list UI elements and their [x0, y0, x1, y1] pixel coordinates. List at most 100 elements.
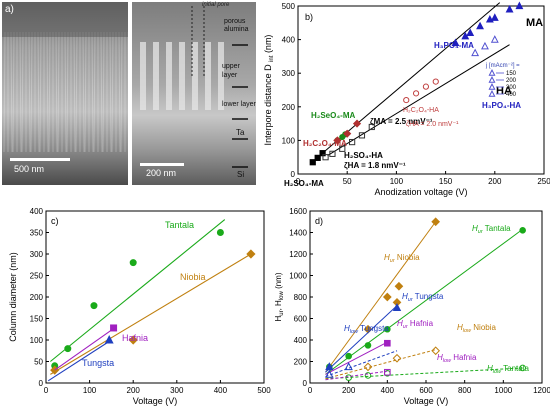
data-point: [352, 119, 362, 128]
data-point: [329, 150, 336, 157]
data-point: [110, 324, 118, 332]
data-point: [519, 364, 526, 372]
annotation-label: Hur Tungsta: [402, 292, 444, 303]
annotation-label: Hafnia: [122, 333, 148, 343]
data-point: [476, 21, 484, 30]
y-tick-label: 400: [282, 36, 296, 45]
data-point: [466, 28, 475, 36]
y-tick-label: 0: [303, 379, 308, 388]
y-axis-label: Hur, Hlow (nm): [274, 272, 285, 321]
data-point: [246, 249, 256, 259]
data-point: [505, 4, 514, 13]
sem-image-right: [132, 2, 256, 185]
data-point: [394, 281, 404, 291]
y-tick-label: 400: [30, 207, 44, 216]
scale-bar-left: [10, 158, 70, 161]
annotation-label: H₂C₂O₄-HA: [403, 107, 439, 114]
data-point: [349, 138, 356, 146]
data-point: [471, 48, 480, 57]
data-point: [325, 362, 334, 371]
label-si: Si: [237, 170, 245, 179]
data-point: [345, 374, 352, 381]
fit-line: [325, 367, 523, 380]
data-point: [384, 368, 391, 376]
panel-label-c: c): [51, 216, 59, 226]
annotation-label: H₂SO₄-HA: [344, 151, 383, 160]
label-upper-layer: upper layer: [222, 63, 240, 79]
annotation-label: ζHA = 2.0 nmV⁻¹: [406, 121, 459, 128]
data-point: [431, 346, 441, 356]
data-point: [309, 159, 316, 166]
chart-b: b)0 50 100 150 200 2500100200300400500Anodiza…: [263, 1, 550, 197]
y-tick-label: 800: [294, 293, 308, 302]
legend-marker: [488, 83, 496, 90]
x-tick-label: 800: [458, 386, 472, 395]
data-point: [382, 292, 392, 302]
x-tick-label: 1000: [494, 386, 512, 395]
data-point: [216, 229, 224, 236]
data-point: [481, 41, 489, 50]
data-point: [392, 303, 402, 312]
y-tick-label: 100: [30, 336, 44, 345]
data-point: [363, 362, 373, 372]
fit-line: [325, 228, 523, 375]
data-point: [128, 335, 138, 345]
annotation-label: Tantala: [165, 220, 194, 230]
scale-label-right: 200 nm: [146, 168, 177, 178]
fit-line: [325, 305, 398, 373]
panel-label-b: b): [305, 12, 313, 22]
fit-line: [325, 349, 436, 380]
legend-title: j [mAcm⁻²] =: [485, 63, 520, 69]
legend-marker: [488, 90, 496, 97]
data-point: [392, 353, 402, 363]
legend-entry: 200: [506, 78, 517, 84]
series-group: [47, 219, 256, 382]
y-tick-label: 600: [294, 315, 308, 324]
fit-line: [325, 350, 398, 378]
x-tick-label: 0: [308, 386, 313, 395]
annotation-label: Hlow Niobia: [457, 323, 497, 334]
annotation-label: Hlow Hafnia: [437, 353, 477, 364]
x-tick-label: 200: [342, 386, 356, 395]
data-point: [451, 38, 460, 47]
data-point: [384, 339, 391, 347]
data-point: [314, 154, 321, 161]
x-tick-label: 0: [44, 386, 49, 395]
panel-a-label: a): [5, 4, 14, 15]
annotation-label: MA: [526, 17, 543, 29]
fit-line: [325, 370, 388, 381]
series-group: [309, 1, 524, 166]
y-tick-label: 300: [30, 250, 44, 259]
x-tick-label: 300: [170, 386, 184, 395]
data-point: [490, 13, 499, 21]
annotation-label: Hur Tantala: [472, 224, 511, 235]
label-initial-pore: initial pore: [202, 2, 230, 8]
x-tick-label: 600: [419, 386, 433, 395]
x-tick-label: 400: [214, 386, 228, 395]
data-point: [403, 96, 410, 104]
data-point: [104, 335, 114, 344]
data-point: [422, 83, 430, 90]
legend-entry: 400: [506, 92, 517, 98]
x-axis-label: Voltage (V): [133, 396, 178, 406]
data-point: [412, 90, 420, 97]
y-axis-label: Column diameter (nm): [8, 252, 18, 342]
annotation-label: H₂C₂O₄-MA: [303, 139, 347, 148]
y-tick-label: 300: [282, 69, 296, 78]
data-point: [344, 362, 353, 371]
x-axis-label: Anodization voltage (V): [374, 187, 467, 197]
chart-d: d) 0 200 400 600 800 1000 1200 0 200 400 600 800 1000…: [274, 207, 550, 406]
x-tick-label: 50: [343, 177, 352, 186]
x-axis-label: Voltage (V): [404, 396, 449, 406]
y-tick-label: 1000: [289, 272, 307, 281]
fit-line: [325, 341, 388, 375]
data-point: [339, 145, 346, 152]
fit-line: [47, 339, 112, 382]
y-tick-label: 200: [30, 293, 44, 302]
annotation-label: ζMA = 2.5 nmV⁻¹: [370, 117, 433, 126]
x-tick-label: 150: [439, 177, 453, 186]
data-point: [345, 352, 352, 360]
x-tick-label: 500: [257, 386, 271, 395]
y-tick-label: 250: [30, 272, 44, 281]
scale-label-left: 500 nm: [14, 164, 45, 174]
